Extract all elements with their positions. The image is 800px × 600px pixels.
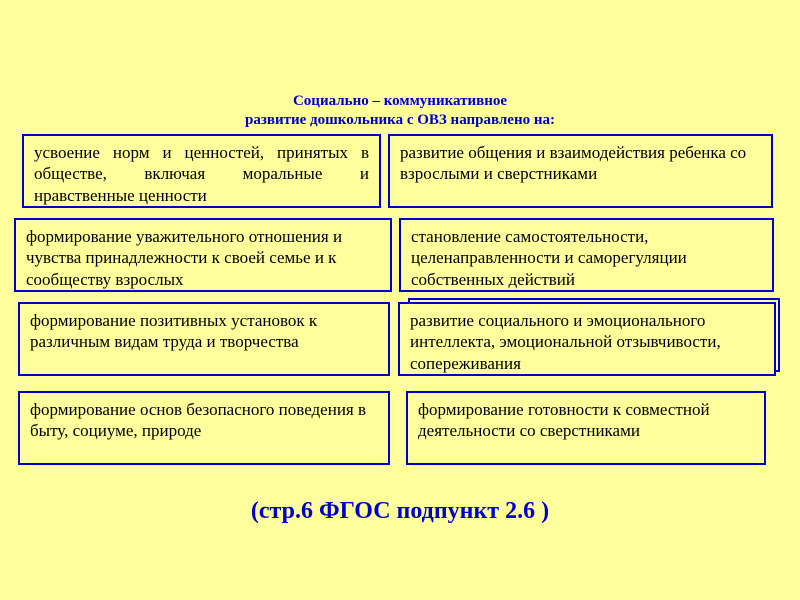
box-r3c1: формирование позитивных установок к разл… <box>18 302 390 376</box>
box-r1c1: усвоение норм и ценностей, принятых в об… <box>22 134 381 208</box>
box-r3c2: развитие социального и эмоционального ин… <box>398 302 776 376</box>
title-line-1: Социально – коммуникативное <box>293 93 507 109</box>
slide-container: Социально – коммуникативное развитие дош… <box>0 0 800 600</box>
slide-title: Социально – коммуникативное развитие дош… <box>0 92 800 130</box>
box-r4c1: формирование основ безопасного поведения… <box>18 391 390 465</box>
box-r4c2: формирование готовности к совместной дея… <box>406 391 766 465</box>
footer-citation: (стр.6 ФГОС подпункт 2.6 ) <box>0 498 800 525</box>
title-line-2: развитие дошкольника с ОВЗ направлено на… <box>245 112 555 128</box>
box-r1c2: развитие общения и взаимодействия ребенк… <box>388 134 773 208</box>
box-r2c1: формирование уважительного отношения и ч… <box>14 218 392 292</box>
box-r2c2: становление самостоятельности, целенапра… <box>399 218 774 292</box>
